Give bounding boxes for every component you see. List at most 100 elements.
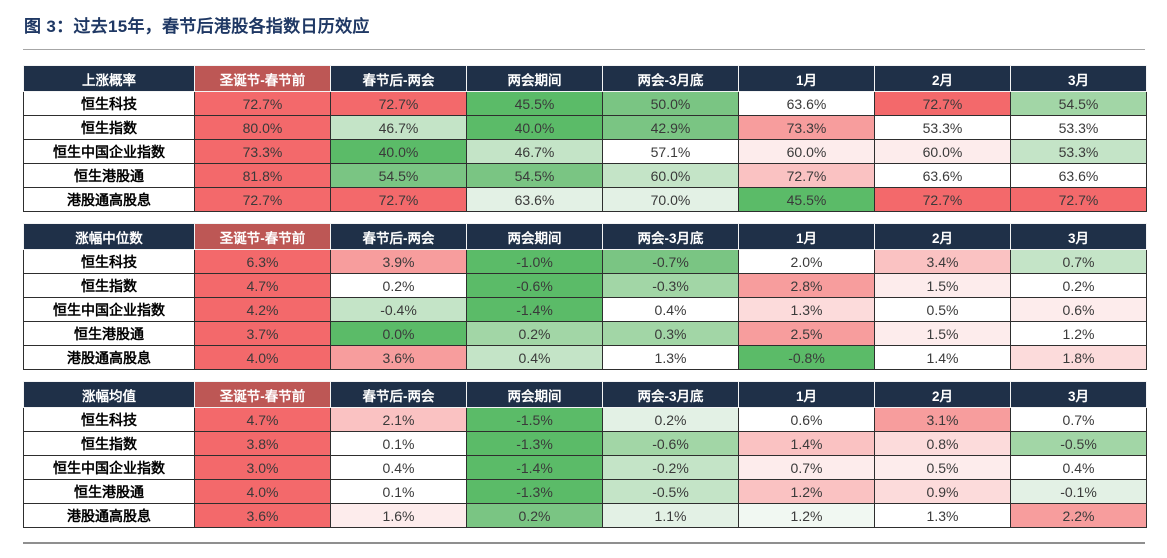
value-cell: -0.5% bbox=[602, 479, 739, 504]
table-row: 恒生指数 3.8% 0.1% -1.3% -0.6% 1.4% 0.8% -0.5% bbox=[23, 431, 1147, 456]
value-cell: 3.7% bbox=[194, 321, 331, 346]
table-row: 港股通高股息 4.0% 3.6% 0.4% 1.3% -0.8% 1.4% 1.8% bbox=[23, 345, 1147, 370]
column-header: 3月 bbox=[1010, 223, 1147, 250]
value-cell: 72.7% bbox=[330, 91, 467, 116]
row-label: 恒生科技 bbox=[23, 249, 195, 274]
value-cell: 0.7% bbox=[1010, 407, 1147, 432]
column-header: 3月 bbox=[1010, 65, 1147, 92]
value-cell: 1.4% bbox=[874, 345, 1011, 370]
value-cell: 63.6% bbox=[738, 91, 875, 116]
value-cell: 54.5% bbox=[330, 163, 467, 188]
value-cell: 80.0% bbox=[194, 115, 331, 140]
value-cell: -0.3% bbox=[602, 273, 739, 298]
value-cell: 4.7% bbox=[194, 407, 331, 432]
value-cell: 54.5% bbox=[466, 163, 603, 188]
value-cell: 60.0% bbox=[874, 139, 1011, 164]
value-cell: 0.2% bbox=[330, 273, 467, 298]
heatmap-table-2: 涨幅中位数 圣诞节-春节前 春节后-两会 两会期间 两会-3月底 1月 2月 3月 恒生科技 6.… bbox=[23, 223, 1147, 370]
table-row: 恒生科技 72.7% 72.7% 45.5% 50.0% 63.6% 72.7% 54.5% bbox=[23, 91, 1147, 116]
value-cell: 0.1% bbox=[330, 479, 467, 504]
value-cell: -1.0% bbox=[466, 249, 603, 274]
value-cell: -0.1% bbox=[1010, 479, 1147, 504]
column-header: 两会-3月底 bbox=[602, 223, 739, 250]
column-header: 圣诞节-春节前 bbox=[194, 65, 331, 92]
value-cell: 0.4% bbox=[602, 297, 739, 322]
value-cell: 40.0% bbox=[330, 139, 467, 164]
value-cell: -1.5% bbox=[466, 407, 603, 432]
table-row: 恒生港股通 4.0% 0.1% -1.3% -0.5% 1.2% 0.9% -0.1% bbox=[23, 479, 1147, 504]
value-cell: 1.3% bbox=[738, 297, 875, 322]
value-cell: 1.5% bbox=[874, 321, 1011, 346]
row-label: 恒生指数 bbox=[23, 431, 195, 456]
value-cell: 0.7% bbox=[1010, 249, 1147, 274]
row-label: 恒生科技 bbox=[23, 407, 195, 432]
value-cell: 50.0% bbox=[602, 91, 739, 116]
value-cell: -0.6% bbox=[466, 273, 603, 298]
value-cell: 63.6% bbox=[874, 163, 1011, 188]
value-cell: 0.1% bbox=[330, 431, 467, 456]
value-cell: 4.0% bbox=[194, 479, 331, 504]
value-cell: 2.8% bbox=[738, 273, 875, 298]
value-cell: 72.7% bbox=[194, 91, 331, 116]
value-cell: 0.5% bbox=[874, 297, 1011, 322]
table-row: 港股通高股息 72.7% 72.7% 63.6% 70.0% 45.5% 72.7% 72.7… bbox=[23, 187, 1147, 212]
table-metric-title: 上涨概率 bbox=[23, 65, 195, 92]
table-row: 恒生中国企业指数 4.2% -0.4% -1.4% 0.4% 1.3% 0.5% 0.6% bbox=[23, 297, 1147, 322]
value-cell: 54.5% bbox=[1010, 91, 1147, 116]
value-cell: 72.7% bbox=[738, 163, 875, 188]
value-cell: 6.3% bbox=[194, 249, 331, 274]
header-row: 涨幅均值 圣诞节-春节前 春节后-两会 两会期间 两会-3月底 1月 2月 3月 bbox=[23, 381, 1147, 408]
value-cell: 1.2% bbox=[738, 479, 875, 504]
value-cell: 1.8% bbox=[1010, 345, 1147, 370]
value-cell: 0.2% bbox=[466, 321, 603, 346]
value-cell: 72.7% bbox=[1010, 187, 1147, 212]
value-cell: 72.7% bbox=[330, 187, 467, 212]
value-cell: 0.2% bbox=[466, 503, 603, 528]
value-cell: 0.5% bbox=[874, 455, 1011, 480]
column-header: 春节后-两会 bbox=[330, 223, 467, 250]
bottom-divider bbox=[23, 542, 1145, 544]
value-cell: -0.7% bbox=[602, 249, 739, 274]
value-cell: 53.3% bbox=[1010, 115, 1147, 140]
value-cell: 3.6% bbox=[194, 503, 331, 528]
value-cell: 0.7% bbox=[738, 455, 875, 480]
value-cell: -1.3% bbox=[466, 479, 603, 504]
table-metric-title: 涨幅中位数 bbox=[23, 223, 195, 250]
column-header: 2月 bbox=[874, 65, 1011, 92]
value-cell: 63.6% bbox=[1010, 163, 1147, 188]
column-header: 圣诞节-春节前 bbox=[194, 223, 331, 250]
value-cell: 1.3% bbox=[602, 345, 739, 370]
column-header: 2月 bbox=[874, 381, 1011, 408]
value-cell: 3.8% bbox=[194, 431, 331, 456]
value-cell: 3.1% bbox=[874, 407, 1011, 432]
figure-page: 图 3：过去15年，春节后港股各指数日历效应 上涨概率 圣诞节-春节前 春节后-两会… bbox=[23, 17, 1147, 544]
header-row: 上涨概率 圣诞节-春节前 春节后-两会 两会期间 两会-3月底 1月 2月 3月 bbox=[23, 65, 1147, 92]
value-cell: 1.1% bbox=[602, 503, 739, 528]
column-header: 2月 bbox=[874, 223, 1011, 250]
table-row: 恒生港股通 81.8% 54.5% 54.5% 60.0% 72.7% 63.6% 63.6% bbox=[23, 163, 1147, 188]
column-header: 两会期间 bbox=[466, 381, 603, 408]
value-cell: 0.6% bbox=[738, 407, 875, 432]
value-cell: 1.2% bbox=[738, 503, 875, 528]
figure-title: 图 3：过去15年，春节后港股各指数日历效应 bbox=[24, 17, 370, 36]
value-cell: 3.9% bbox=[330, 249, 467, 274]
value-cell: 0.4% bbox=[1010, 455, 1147, 480]
value-cell: -0.2% bbox=[602, 455, 739, 480]
header-row: 涨幅中位数 圣诞节-春节前 春节后-两会 两会期间 两会-3月底 1月 2月 3月 bbox=[23, 223, 1147, 250]
value-cell: 1.4% bbox=[738, 431, 875, 456]
column-header: 春节后-两会 bbox=[330, 65, 467, 92]
column-header: 春节后-两会 bbox=[330, 381, 467, 408]
value-cell: 42.9% bbox=[602, 115, 739, 140]
value-cell: 57.1% bbox=[602, 139, 739, 164]
row-label: 恒生港股通 bbox=[23, 163, 195, 188]
value-cell: -1.3% bbox=[466, 431, 603, 456]
row-label: 恒生港股通 bbox=[23, 479, 195, 504]
value-cell: 0.2% bbox=[1010, 273, 1147, 298]
value-cell: 46.7% bbox=[330, 115, 467, 140]
value-cell: 0.9% bbox=[874, 479, 1011, 504]
row-label: 港股通高股息 bbox=[23, 503, 195, 528]
heatmap-table-1: 上涨概率 圣诞节-春节前 春节后-两会 两会期间 两会-3月底 1月 2月 3月 恒生科技 72.… bbox=[23, 65, 1147, 212]
table-row: 恒生指数 80.0% 46.7% 40.0% 42.9% 73.3% 53.3% 53.3% bbox=[23, 115, 1147, 140]
value-cell: 4.0% bbox=[194, 345, 331, 370]
value-cell: 0.3% bbox=[602, 321, 739, 346]
